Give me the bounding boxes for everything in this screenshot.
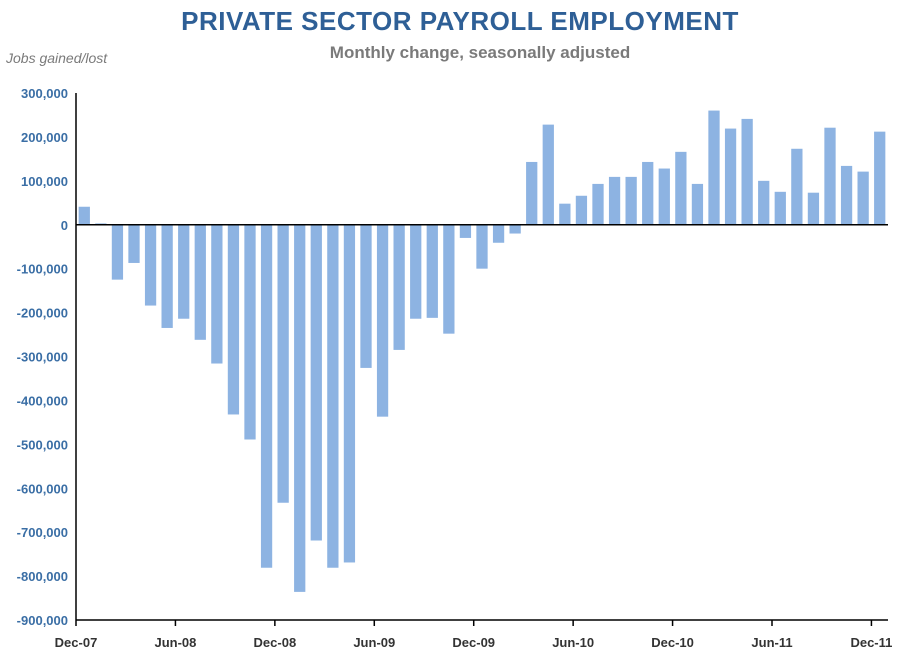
bar (791, 148, 803, 225)
bar (592, 183, 604, 225)
x-tick-label: Jun-08 (154, 635, 196, 650)
bar (227, 224, 240, 415)
y-tick-label: -100,000 (17, 262, 68, 277)
bar (443, 224, 455, 334)
bar (360, 224, 372, 368)
bar (310, 224, 322, 541)
y-tick-label: 300,000 (21, 86, 68, 101)
y-tick-label: -600,000 (17, 481, 68, 496)
bar (144, 224, 157, 306)
bar (724, 128, 737, 225)
bar (575, 195, 588, 225)
x-tick-label: Dec-08 (254, 635, 297, 650)
bar (128, 224, 140, 263)
y-tick-label: 0 (61, 218, 68, 233)
bar (625, 176, 637, 225)
y-axis-label: Jobs gained/lost (6, 50, 108, 66)
x-tick-label: Dec-10 (651, 635, 694, 650)
bar (211, 224, 223, 364)
bar (542, 124, 554, 225)
y-tick-label: 200,000 (21, 130, 68, 145)
bar (178, 224, 190, 319)
bar (675, 151, 687, 225)
bar (526, 161, 538, 225)
bar (459, 224, 472, 238)
chart-subtitle: Monthly change, seasonally adjusted (329, 43, 631, 62)
y-tick-label: -800,000 (17, 569, 68, 584)
x-tick-label: Dec-09 (452, 635, 495, 650)
bar (343, 224, 356, 563)
bar (642, 161, 654, 225)
bar (111, 224, 124, 280)
y-tick-label: 100,000 (21, 174, 68, 189)
bar (559, 203, 571, 225)
y-tick-label: -700,000 (17, 525, 68, 540)
x-tick-label: Dec-11 (850, 635, 892, 650)
bar (608, 176, 621, 225)
bar (78, 206, 90, 225)
bar (410, 224, 422, 319)
bar (260, 224, 273, 568)
bar (691, 183, 704, 225)
bar (161, 224, 173, 328)
bar (807, 192, 820, 225)
bar (294, 224, 306, 592)
bar (658, 168, 670, 225)
bar (774, 191, 786, 225)
bar (244, 224, 256, 440)
y-tick-label: -300,000 (17, 350, 68, 365)
bar (476, 224, 488, 269)
bar (824, 127, 836, 225)
x-tick-label: Jun-11 (751, 635, 792, 650)
bar (758, 180, 770, 225)
bar (840, 165, 853, 225)
bar (874, 131, 886, 225)
bar (277, 224, 289, 503)
y-tick-label: -400,000 (17, 393, 68, 408)
bar (857, 171, 869, 225)
bar (393, 224, 405, 350)
x-tick-label: Jun-10 (552, 635, 594, 650)
chart-title: PRIVATE SECTOR PAYROLL EMPLOYMENT (181, 6, 739, 36)
bar (426, 224, 438, 318)
bar (194, 224, 206, 340)
bar (708, 110, 720, 225)
x-tick-label: Dec-07 (55, 635, 98, 650)
bar (376, 224, 389, 417)
bar (509, 224, 521, 234)
y-tick-label: -200,000 (17, 306, 68, 321)
bar (492, 224, 505, 243)
y-tick-label: -500,000 (17, 437, 68, 452)
bar (741, 118, 753, 225)
y-tick-label: -900,000 (17, 613, 68, 628)
x-tick-label: Jun-09 (353, 635, 395, 650)
bar (327, 224, 339, 568)
